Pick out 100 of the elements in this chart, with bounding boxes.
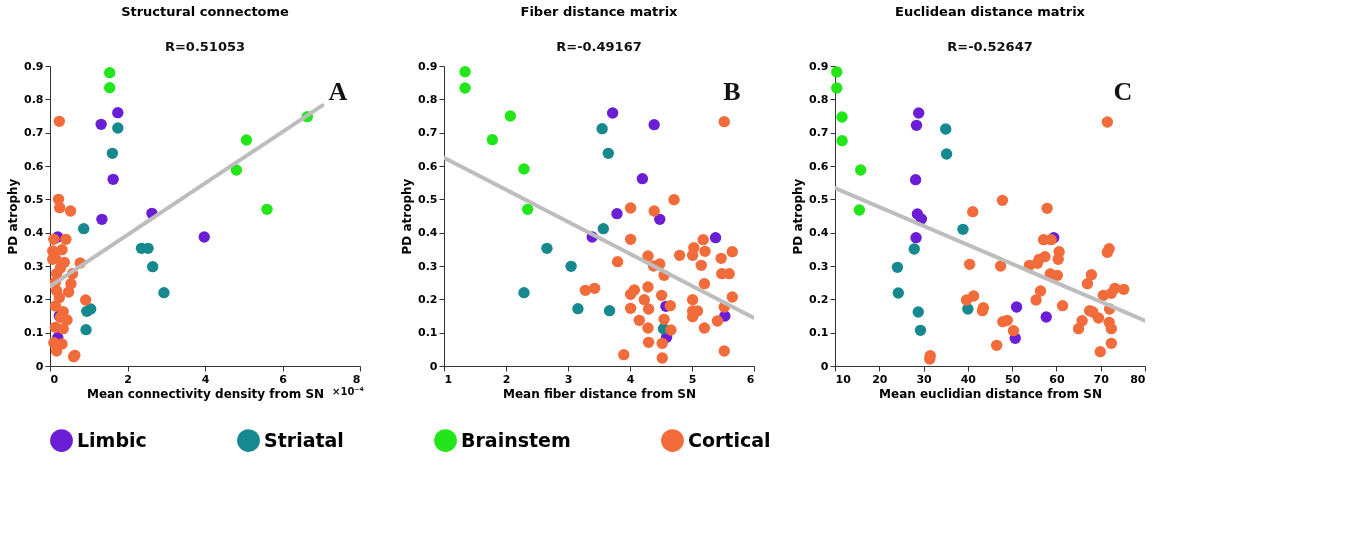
legend-label: Cortical xyxy=(688,428,771,451)
x-tick-label: 4 xyxy=(201,372,210,386)
point xyxy=(624,202,637,214)
y-tick-label: 0.9 xyxy=(809,59,829,73)
x-tick-label: 1 xyxy=(444,372,453,386)
point xyxy=(146,260,159,273)
y-tick-label: 0.3 xyxy=(418,259,438,273)
x-tick-label: 80 xyxy=(1130,372,1146,386)
point xyxy=(603,304,616,317)
x-axis-title: Mean fiber distance from SN xyxy=(502,386,697,401)
point xyxy=(711,315,724,327)
y-tick-label: 0.8 xyxy=(418,92,438,106)
y-tick-label: 0.2 xyxy=(418,292,438,306)
point xyxy=(504,110,517,122)
y-tick-label: 0.4 xyxy=(24,226,44,240)
point xyxy=(96,213,108,226)
chart-subtitle: R=-0.49167 xyxy=(556,39,642,54)
x-tick-label: 0 xyxy=(50,372,59,386)
y-axis-title: PD atrophy xyxy=(791,178,806,255)
point xyxy=(596,122,608,135)
point xyxy=(565,260,577,273)
y-tick-label: 0.1 xyxy=(24,326,44,340)
x-tick-label: 20 xyxy=(872,372,888,386)
point xyxy=(709,231,722,244)
point xyxy=(698,277,711,290)
point xyxy=(658,313,670,326)
point xyxy=(638,293,650,306)
point xyxy=(459,82,471,94)
legend-label: Limbic xyxy=(77,428,147,451)
point xyxy=(518,286,530,299)
point xyxy=(715,252,727,265)
chart-title: Structural connectome xyxy=(121,4,290,19)
point xyxy=(606,107,619,119)
point xyxy=(522,203,534,216)
point xyxy=(459,65,471,78)
legend-label: Brainstem xyxy=(461,428,571,451)
y-tick-label: 0.6 xyxy=(809,159,829,173)
point xyxy=(697,233,709,246)
point xyxy=(518,163,530,175)
x-tick-label: 10 xyxy=(835,372,852,386)
x-tick-label: 60 xyxy=(1049,372,1065,386)
point xyxy=(673,249,686,262)
y-tick-label: 0 xyxy=(35,359,44,373)
point xyxy=(64,205,77,217)
point xyxy=(624,288,637,301)
point xyxy=(62,286,75,298)
point xyxy=(158,286,170,299)
point xyxy=(103,66,116,79)
chart-subtitle: R=-0.52647 xyxy=(947,39,1033,54)
y-tick-label: 0.8 xyxy=(24,92,44,106)
point xyxy=(726,245,738,258)
x-tick-label: 40 xyxy=(960,372,977,386)
x-tick-label: 6 xyxy=(279,372,288,386)
point xyxy=(695,259,707,272)
x-tick-label: 70 xyxy=(1093,372,1110,386)
point xyxy=(611,207,623,220)
point xyxy=(718,345,730,357)
point xyxy=(79,294,92,306)
point xyxy=(665,324,677,336)
x-tick-label: 50 xyxy=(1004,372,1021,386)
y-axis-title: PD atrophy xyxy=(6,178,21,255)
point xyxy=(107,173,119,186)
y-tick-label: 0.7 xyxy=(24,126,44,140)
annotation: C xyxy=(1113,77,1133,106)
point xyxy=(655,289,668,302)
y-tick-label: 0 xyxy=(820,359,829,373)
point xyxy=(726,291,738,303)
x-tick-label: 2 xyxy=(124,372,132,386)
y-tick-label: 0.2 xyxy=(24,292,44,306)
chart-subtitle: R=0.51053 xyxy=(164,39,246,54)
point xyxy=(686,293,699,306)
point xyxy=(636,172,649,185)
point xyxy=(624,302,637,315)
x-tick-label: 6 xyxy=(746,372,755,386)
point xyxy=(648,118,660,131)
point xyxy=(611,255,624,268)
point xyxy=(648,205,660,217)
point xyxy=(633,314,645,327)
y-tick-label: 0.8 xyxy=(809,92,829,106)
x-tick-label: 4 xyxy=(626,372,635,386)
point xyxy=(112,122,124,134)
x-tick-label: 5 xyxy=(688,372,697,386)
point xyxy=(198,231,210,243)
point xyxy=(597,222,610,235)
y-tick-label: 0.4 xyxy=(809,226,829,240)
annotation: B xyxy=(723,77,741,106)
y-tick-label: 0.4 xyxy=(418,226,438,240)
y-tick-label: 0.7 xyxy=(418,126,438,140)
point xyxy=(56,243,68,256)
y-tick-label: 0.6 xyxy=(418,159,438,173)
y-tick-label: 0.5 xyxy=(24,192,44,206)
point xyxy=(572,302,584,315)
point xyxy=(54,262,67,274)
y-tick-label: 0.3 xyxy=(809,259,829,273)
point xyxy=(112,106,124,119)
point xyxy=(48,233,60,246)
y-tick-label: 0.5 xyxy=(809,192,829,206)
point xyxy=(60,233,72,246)
point xyxy=(642,281,654,293)
point xyxy=(642,303,655,315)
